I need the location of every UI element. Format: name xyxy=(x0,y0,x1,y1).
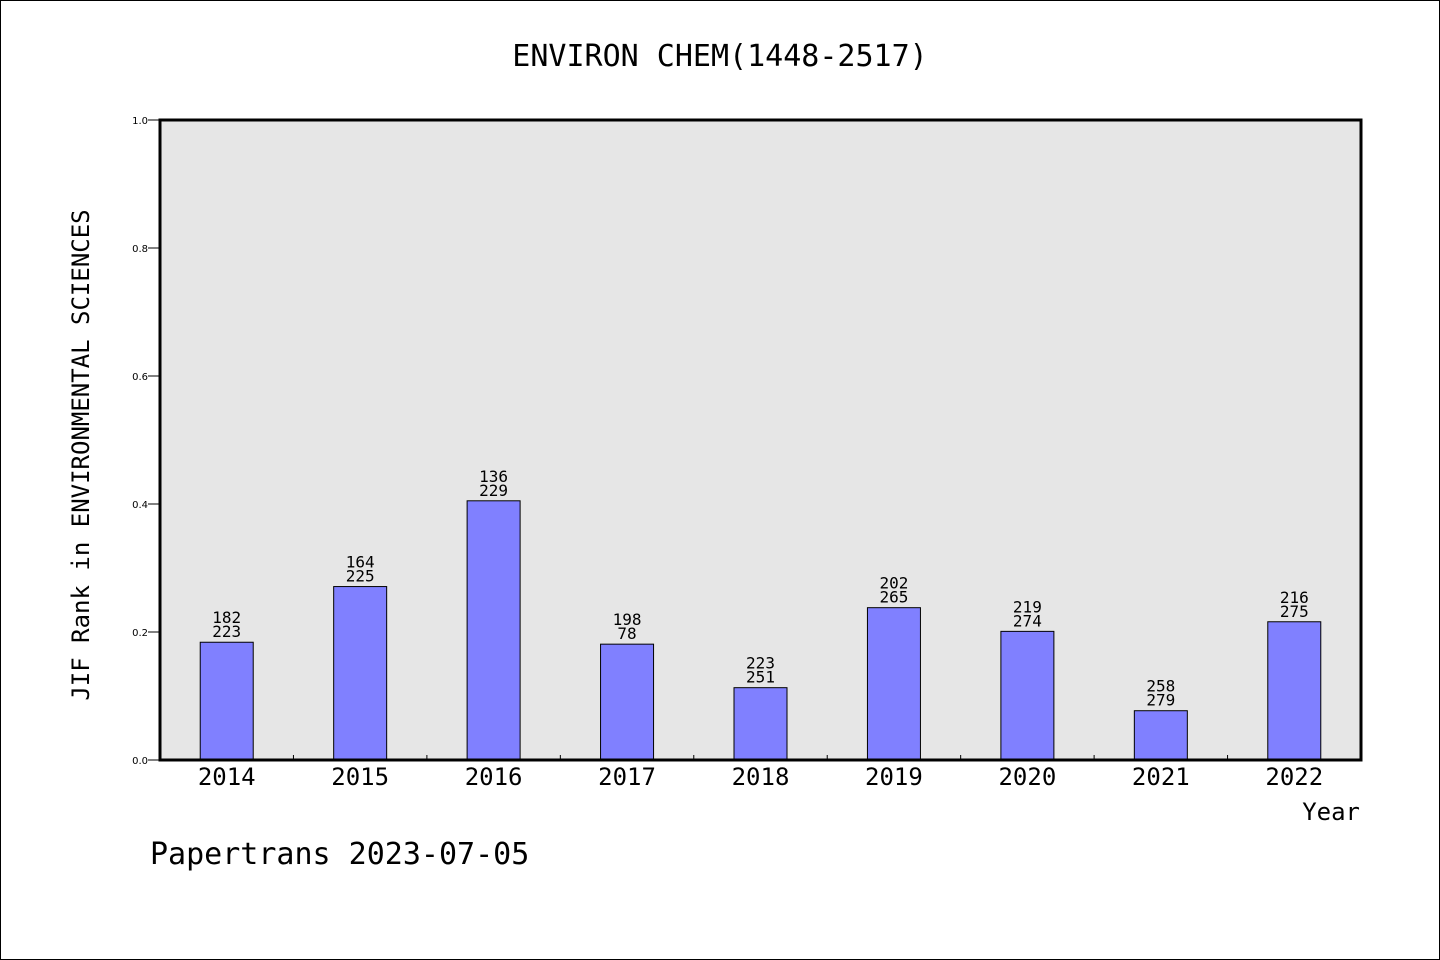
bar-2017 xyxy=(600,643,655,761)
bar-2018 xyxy=(733,687,788,761)
x-tick-label: 2020 xyxy=(998,763,1056,791)
x-axis: 2014 2015 2016 2017 2018 2019 2020 2021 2022 xyxy=(198,755,1323,791)
y-tick-label: 0.8 xyxy=(132,244,148,255)
bars-group xyxy=(199,500,1322,761)
plot-border xyxy=(158,118,1363,762)
bar-2019 xyxy=(866,607,921,761)
y-tick-label: 0.6 xyxy=(132,372,148,383)
bar-label-bottom: 279 xyxy=(1146,691,1175,710)
bar-label-top: 202 xyxy=(879,574,908,593)
data-labels-group: 1822231642251362291987822325120226521927… xyxy=(212,467,1308,710)
x-tick-label: 2017 xyxy=(598,763,656,791)
bar-label-top: 164 xyxy=(346,553,375,572)
x-tick-label: 2021 xyxy=(1132,763,1190,791)
x-tick-label: 2014 xyxy=(198,763,256,791)
chart-title: ENVIRON CHEM(1448-2517) xyxy=(512,39,927,74)
bar-2020 xyxy=(1000,630,1055,761)
x-tick-label: 2018 xyxy=(732,763,790,791)
y-axis: 0.0 0.2 0.4 0.6 0.8 1.0 xyxy=(132,116,160,767)
x-tick-label: 2016 xyxy=(465,763,523,791)
bar-2014 xyxy=(199,641,254,761)
bar-label-top: 182 xyxy=(212,608,241,627)
bar-label-bottom: 225 xyxy=(346,567,375,586)
x-tick-label: 2019 xyxy=(865,763,923,791)
y-tick-label: 0.2 xyxy=(132,628,148,639)
bar-2016 xyxy=(466,500,521,761)
bar-2021 xyxy=(1133,710,1188,761)
bar-label-top: 258 xyxy=(1146,677,1175,696)
bar-label-top: 136 xyxy=(479,467,508,486)
y-tick-label: 0.4 xyxy=(132,500,148,511)
bar-2022 xyxy=(1267,621,1322,761)
x-tick-label: 2015 xyxy=(331,763,389,791)
bar-label-top: 219 xyxy=(1013,597,1042,616)
bar-label-bottom: 251 xyxy=(746,668,775,687)
bar-label-top: 223 xyxy=(746,654,775,673)
y-tick-label: 1.0 xyxy=(132,116,148,127)
bar-label-top: 198 xyxy=(613,610,642,629)
y-axis-label: JIF Rank in ENVIRONMENTAL SCIENCES xyxy=(67,209,95,700)
bar-label-bottom: 274 xyxy=(1013,611,1042,630)
bar-label-bottom: 275 xyxy=(1280,602,1309,621)
bar-label-bottom: 78 xyxy=(617,624,636,643)
bar-label-bottom: 229 xyxy=(479,481,508,500)
bar-2015 xyxy=(333,586,388,761)
x-tick-label: 2022 xyxy=(1265,763,1323,791)
bar-label-bottom: 265 xyxy=(879,588,908,607)
footer-text: Papertrans 2023-07-05 xyxy=(150,837,529,872)
bar-label-top: 216 xyxy=(1280,588,1309,607)
bar-label-bottom: 223 xyxy=(212,622,241,641)
y-tick-label: 0.0 xyxy=(132,756,148,767)
x-axis-label: Year xyxy=(1302,798,1360,826)
